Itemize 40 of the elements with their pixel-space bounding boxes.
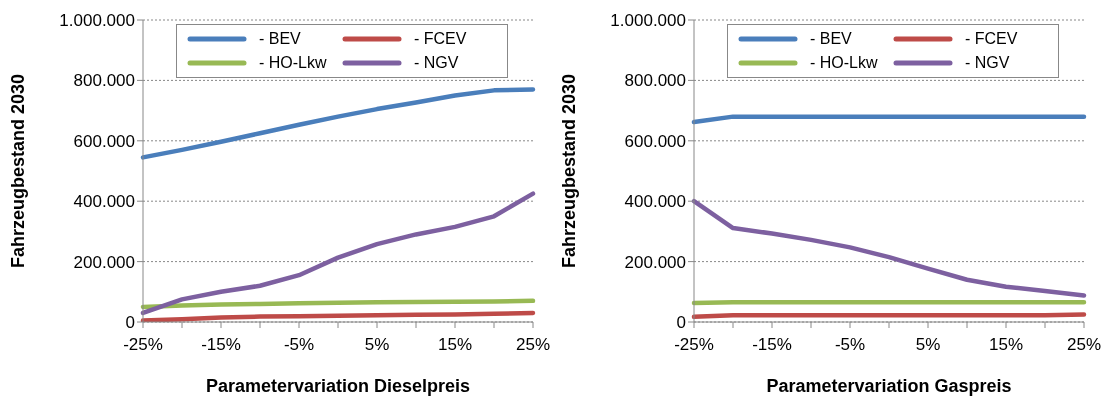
y-tick-label: 1.000.000 [610, 11, 686, 31]
legend-label: - BEV [259, 30, 301, 48]
x-tick-label: -25% [674, 335, 714, 355]
y-tick-label: 400.000 [73, 192, 135, 212]
x-tick-label: -5% [283, 335, 315, 355]
x-tick-label: 5% [364, 335, 390, 355]
legend-label: - FCEV [414, 30, 467, 48]
x-tick-label: 25% [1066, 335, 1102, 355]
x-tick-label: 15% [988, 335, 1024, 355]
y-tick-label: 600.000 [73, 131, 135, 151]
x-tick-label: 25% [515, 335, 551, 355]
y-tick-label: 800.000 [73, 71, 135, 91]
y-tick-label: 200.000 [624, 252, 686, 272]
y-tick-label: 1.000.000 [59, 11, 135, 31]
line-series [140, 191, 536, 316]
y-tick-label: 200.000 [73, 252, 135, 272]
y-tick-label: 400.000 [624, 192, 686, 212]
x-axis-title: Parametervariation Gaspreis [766, 376, 1012, 396]
x-tick-label: 15% [437, 335, 473, 355]
x-tick-label: 5% [915, 335, 941, 355]
x-tick-label: -25% [123, 335, 163, 355]
y-tick-label: 600.000 [624, 131, 686, 151]
legend-label: - HO-Lkw [259, 54, 327, 72]
x-tick-label: -15% [752, 335, 792, 355]
line-series [140, 87, 536, 160]
y-tick-label: 0 [676, 313, 686, 333]
y-axis-title: Fahrzeugbestand 2030 [8, 73, 29, 269]
x-axis-title: Parametervariation Dieselpreis [205, 376, 471, 396]
legend-label: - NGV [965, 54, 1010, 72]
line-series [140, 298, 536, 310]
y-tick-label: 800.000 [624, 71, 686, 91]
x-tick-label: -15% [201, 335, 241, 355]
legend-label: - BEV [810, 30, 852, 48]
y-axis-title: Fahrzeugbestand 2030 [559, 73, 580, 269]
legend-label: - HO-Lkw [810, 54, 878, 72]
legend-label: - FCEV [965, 30, 1018, 48]
y-tick-label: 0 [125, 313, 135, 333]
legend-label: - NGV [414, 54, 459, 72]
line-series [691, 198, 1087, 298]
x-tick-label: -5% [834, 335, 866, 355]
